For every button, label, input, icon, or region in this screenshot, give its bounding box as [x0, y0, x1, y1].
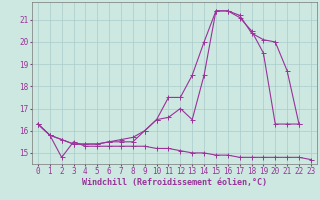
X-axis label: Windchill (Refroidissement éolien,°C): Windchill (Refroidissement éolien,°C): [82, 178, 267, 187]
